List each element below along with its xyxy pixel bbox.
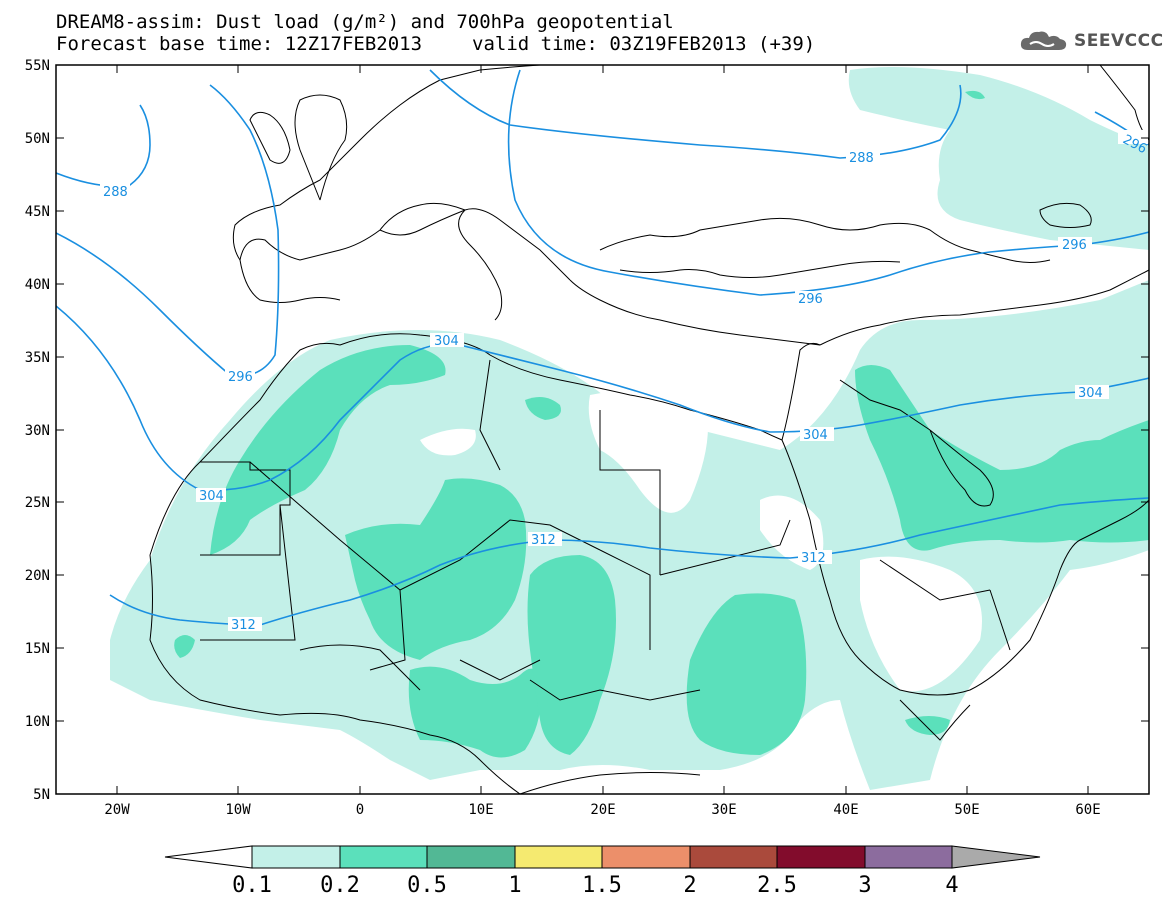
y-tick-label: 30N [25,423,50,439]
valid-time: valid time: 03Z19FEB2013 (+39) [472,33,816,55]
contour-label: 312 [801,551,826,566]
colorbar-swatch [251,845,341,869]
x-tick-label: 30E [711,802,736,818]
y-tick-label: 20N [25,568,50,584]
y-tick-label: 45N [25,204,50,220]
colorbar-swatch [776,845,866,869]
contour-label: 304 [434,334,459,349]
y-tick-label: 55N [25,58,50,74]
contour-label-backgrounds [100,130,1148,631]
map-title: DREAM8-assim: Dust load (g/m²) and 700hP… [56,11,674,33]
colorbar-swatch [601,845,691,869]
colorbar-label: 4 [945,873,958,898]
contour-label: 304 [1078,386,1103,401]
colorbar-low-arrow [164,845,253,869]
contour-label: 312 [231,618,256,633]
contour-label: 288 [103,185,128,200]
y-axis [56,64,1149,722]
colorbar-label: 3 [858,873,871,898]
colorbar-label: 0.5 [407,873,447,898]
y-tick-label: 15N [25,641,50,657]
y-tick-labels: 55N 50N 45N 40N 35N 30N 25N 20N 15N 10N … [25,58,50,803]
contour-label: 296 [1062,238,1087,253]
colorbar-swatch [426,845,516,869]
contour-label: 296 [228,370,253,385]
y-tick-label: 25N [25,495,50,511]
colorbar-swatch [864,845,953,869]
x-tick-label: 20W [104,802,130,818]
contour-label: 296 [798,292,823,307]
contour-label: 312 [531,533,556,548]
forecast-base-time: Forecast base time: 12Z17FEB2013 [56,33,423,55]
contour-288-west [56,104,151,187]
x-tick-label: 10W [225,802,251,818]
x-tick-label: 10E [468,802,493,818]
colorbar-label: 2 [683,873,696,898]
colorbar-labels: 0.1 0.2 0.5 1 1.5 2 2.5 3 4 [232,873,959,898]
time-info: Forecast base time: 12Z17FEB2013 valid ti… [56,34,815,54]
x-tick-label: 50E [954,802,979,818]
coastlines [149,65,1149,794]
colorbar-label: 1.5 [582,873,622,898]
seevccc-logo: SEEVCCC [1018,27,1164,55]
x-tick-label: 0 [356,802,364,818]
x-tick-label: 40E [833,802,858,818]
colorbar [164,845,1041,869]
contour-labels: 288 288 296 296 296 296 304 304 304 304 … [103,132,1149,633]
colorbar-label: 2.5 [757,873,797,898]
logo-text: SEEVCCC [1074,31,1164,51]
contour-296-med [507,69,1149,296]
colorbar-label: 0.2 [320,873,360,898]
y-tick-label: 10N [25,714,50,730]
contour-label: 288 [849,151,874,166]
contour-296-west [56,84,280,377]
x-tick-label: 60E [1075,802,1100,818]
y-tick-label: 40N [25,277,50,293]
contour-label: 304 [199,489,224,504]
y-tick-label: 35N [25,350,50,366]
colorbar-swatch [339,845,428,869]
cloud-icon [1020,31,1067,50]
colorbar-high-arrow [951,845,1041,869]
y-tick-label: 50N [25,131,50,147]
y-tick-label: 5N [33,787,50,803]
x-tick-label: 20E [590,802,615,818]
colorbar-swatch [514,845,603,869]
contour-label: 304 [803,428,828,443]
colorbar-label: 1 [508,873,521,898]
x-tick-labels: 20W 10W 0 10E 20E 30E 40E 50E 60E [104,802,1100,818]
x-axis [116,65,1089,794]
colorbar-label: 0.1 [232,873,272,898]
colorbar-swatch [689,845,778,869]
